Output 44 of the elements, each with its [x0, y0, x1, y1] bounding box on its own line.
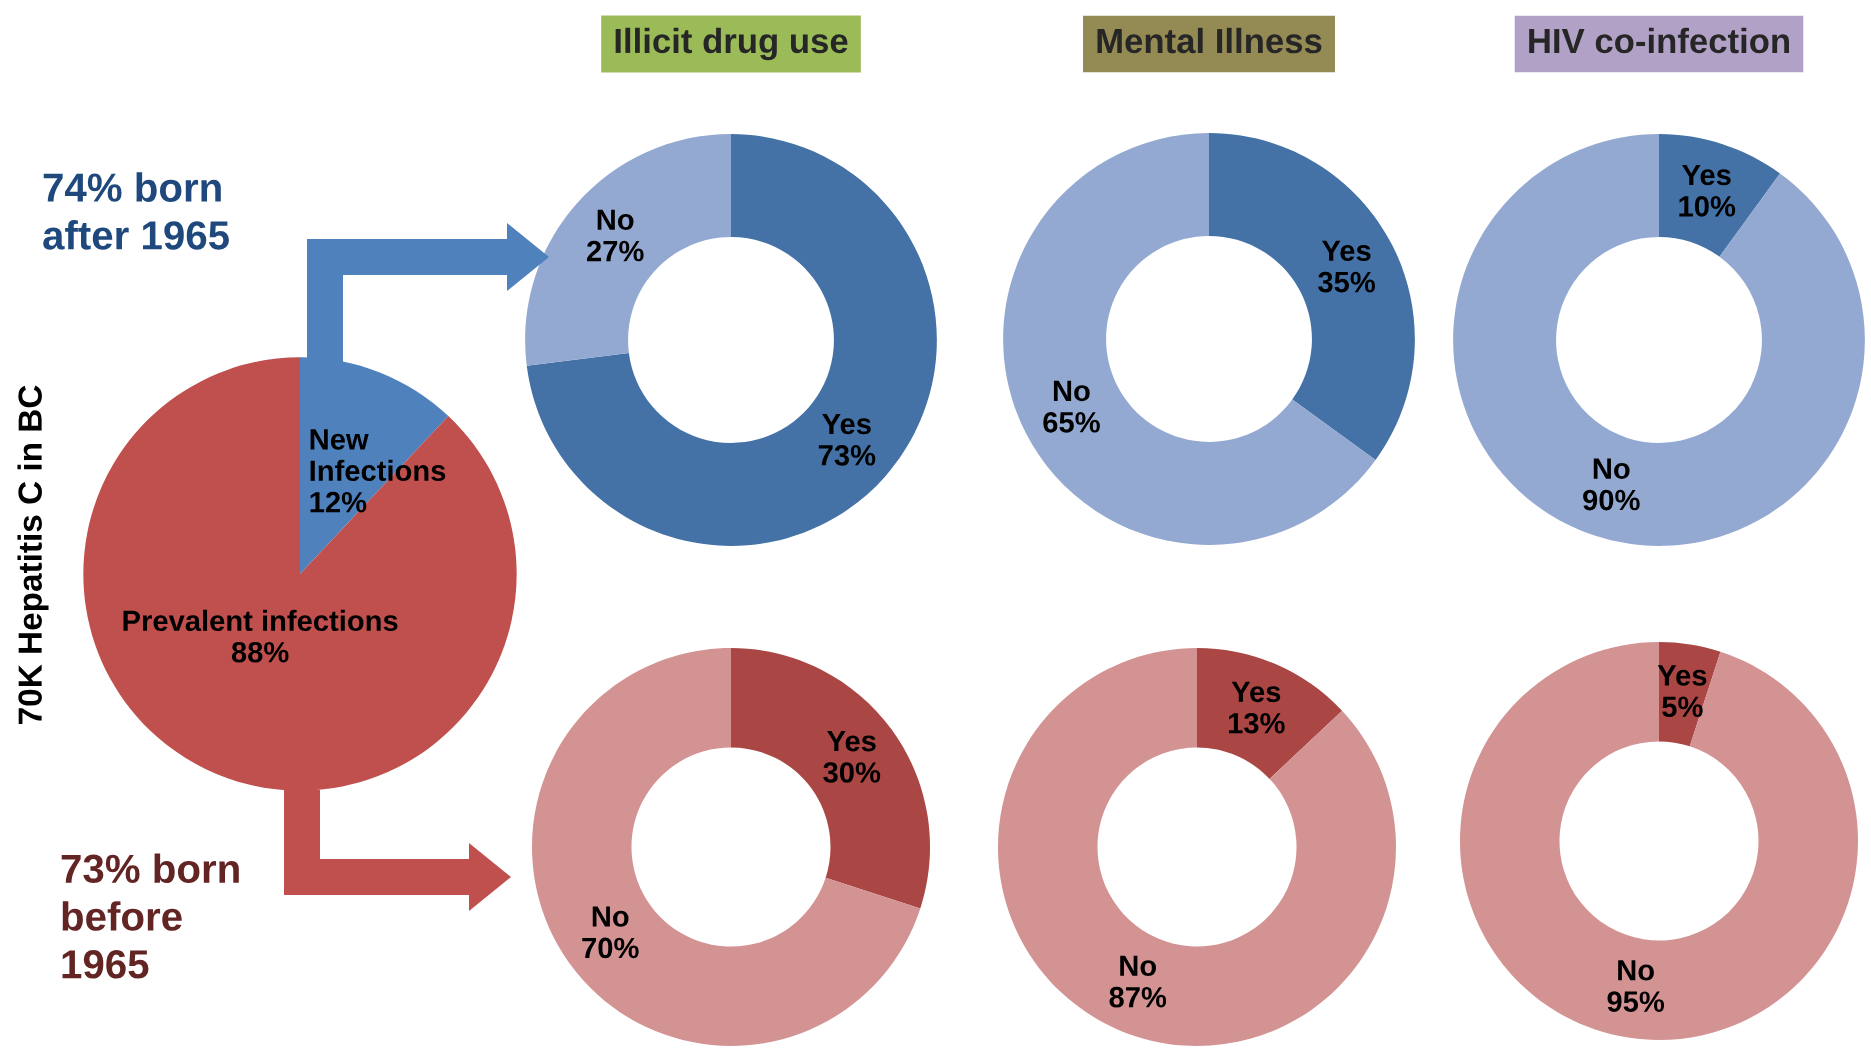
- data-label: 10%: [1679, 196, 1736, 217]
- chart-title: Mental Illness: [1097, 27, 1322, 54]
- data-label: 12%: [310, 491, 367, 513]
- donut-slice: [1197, 647, 1343, 779]
- slice-label: No: [1120, 955, 1157, 977]
- text: 74% born after 1965: [43, 172, 229, 250]
- data-label: 30%: [823, 762, 881, 783]
- slice-label: No: [597, 209, 634, 231]
- data-label: 13%: [1228, 712, 1285, 734]
- donut-slice: [1453, 134, 1865, 546]
- data-label: 88%: [231, 641, 289, 663]
- data-label: 87%: [1109, 986, 1167, 1008]
- slice-label: No: [592, 906, 629, 927]
- donut-slice: [1003, 133, 1376, 545]
- slice-label: Yes: [1657, 665, 1707, 686]
- donut-slice: [532, 647, 921, 1046]
- data-label: 65%: [1043, 411, 1100, 433]
- donut-slice: [526, 134, 937, 546]
- data-label: 90%: [1583, 489, 1640, 511]
- donut-slice: [997, 647, 1396, 1047]
- slice-label: No: [1053, 380, 1090, 402]
- data-label: 70%: [582, 937, 639, 959]
- slice-label: Yes: [1321, 240, 1371, 262]
- slice-label: Yes: [1231, 681, 1281, 703]
- donut-slice: [1460, 641, 1858, 1041]
- chart-title: Illicit drug use: [615, 27, 848, 61]
- data-label: 95%: [1607, 991, 1665, 1012]
- slice-label: No: [1593, 458, 1630, 479]
- data-label: 27%: [587, 240, 644, 262]
- donut-slice: [731, 647, 931, 909]
- data-label: 73%: [818, 445, 876, 466]
- chart-title: HIV co-infection: [1529, 27, 1789, 54]
- slice-label: Yes: [1682, 164, 1731, 186]
- slice-label: Prevalent infections: [123, 609, 398, 632]
- donut-slice: [525, 134, 731, 366]
- data-label: 5%: [1662, 696, 1703, 718]
- text: 73% born before 1965: [61, 853, 239, 979]
- data-label: 35%: [1318, 271, 1375, 293]
- slice-label: Yes: [827, 731, 876, 752]
- text: 70K Hepatitis C in BC: [17, 385, 49, 724]
- slice-label: Yes: [822, 413, 871, 435]
- slice-label: No: [1618, 960, 1654, 981]
- donut-slice: [1659, 134, 1781, 257]
- donut-slice: [1209, 133, 1415, 461]
